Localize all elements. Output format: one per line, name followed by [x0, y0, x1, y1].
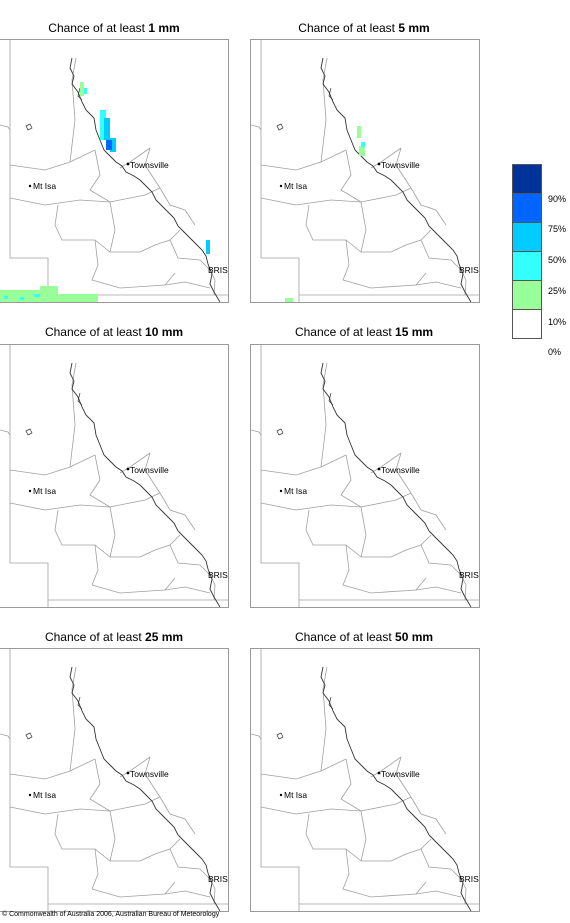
- legend-label-75: 75%: [548, 224, 567, 234]
- place-label-townsville: Townsville: [381, 160, 420, 170]
- place-label-mt-isa: Mt Isa: [284, 181, 307, 191]
- rainfall-probability-area: [110, 138, 116, 152]
- place-label-bris: BRIS: [459, 265, 479, 275]
- map-panel-15mm: Townsville Mt Isa BRIS: [250, 344, 480, 608]
- queensland-map: Townsville Mt Isa BRIS: [251, 40, 479, 302]
- place-label-townsville: Townsville: [381, 769, 420, 779]
- panel-title-10mm: Chance of at least 10 mm: [44, 325, 184, 339]
- panel-title-15mm: Chance of at least 15 mm: [294, 325, 434, 339]
- legend-swatch-25: [512, 251, 542, 281]
- panel-title-5mm: Chance of at least 5 mm: [298, 21, 430, 35]
- map-panel-25mm: Townsville Mt Isa BRIS: [0, 648, 229, 912]
- rainfall-probability-area: [361, 142, 365, 147]
- map-panel-10mm: Townsville Mt Isa BRIS: [0, 344, 229, 608]
- legend-swatch-90: [512, 164, 542, 194]
- place-label-townsville: Townsville: [381, 465, 420, 475]
- legend-label-25: 25%: [548, 286, 567, 296]
- place-label-mt-isa: Mt Isa: [33, 486, 56, 496]
- map-panel-5mm: Townsville Mt Isa BRIS: [250, 39, 480, 303]
- panel-title-50mm: Chance of at least 50 mm: [294, 630, 434, 644]
- rainfall-probability-area: [0, 290, 40, 302]
- rainfall-probability-area: [58, 294, 98, 302]
- panel-title-1mm: Chance of at least 1 mm: [48, 21, 180, 35]
- rainfall-probability-area: [359, 146, 365, 156]
- place-label-mt-isa: Mt Isa: [284, 486, 307, 496]
- rainfall-probability-area: [206, 240, 210, 254]
- legend-label-10: 10%: [548, 317, 567, 327]
- queensland-map: Townsville Mt Isa BRIS: [0, 649, 228, 911]
- legend-label-90: 90%: [548, 194, 567, 204]
- rainfall-probability-area: [100, 110, 106, 140]
- queensland-map: Townsville Mt Isa BRIS: [0, 40, 228, 302]
- place-label-bris: BRIS: [208, 874, 228, 884]
- place-label-mt-isa: Mt Isa: [284, 790, 307, 800]
- rainfall-probability-area: [34, 294, 40, 297]
- rainfall-probability-area: [84, 88, 87, 94]
- legend-swatch-0: [512, 309, 542, 339]
- rainfall-probability-area: [80, 82, 84, 96]
- rainfall-probability-area: [285, 298, 293, 302]
- legend-label-0: 0%: [548, 347, 562, 357]
- queensland-map: Townsville Mt Isa BRIS: [0, 345, 228, 607]
- place-label-bris: BRIS: [459, 874, 479, 884]
- rainfall-probability-area: [4, 296, 8, 299]
- place-label-townsville: Townsville: [130, 160, 169, 170]
- place-label-townsville: Townsville: [130, 465, 169, 475]
- rainfall-probability-area: [20, 297, 24, 300]
- place-label-townsville: Townsville: [130, 769, 169, 779]
- legend-label-50: 50%: [548, 255, 567, 265]
- probability-legend: [512, 164, 542, 339]
- place-label-bris: BRIS: [459, 570, 479, 580]
- legend-swatch-75: [512, 193, 542, 223]
- copyright-notice: © Commonwealth of Australia 2006, Austra…: [2, 911, 220, 918]
- rainfall-probability-area: [106, 140, 112, 150]
- map-panel-1mm: Townsville Mt Isa BRIS: [0, 39, 229, 303]
- rainfall-probability-area: [40, 286, 58, 302]
- place-label-bris: BRIS: [208, 265, 228, 275]
- rainfall-probability-area: [357, 126, 361, 138]
- map-panel-50mm: Townsville Mt Isa BRIS: [250, 648, 480, 912]
- place-label-mt-isa: Mt Isa: [33, 181, 56, 191]
- place-label-mt-isa: Mt Isa: [33, 790, 56, 800]
- legend-swatch-50: [512, 222, 542, 252]
- rainfall-probability-area: [104, 118, 110, 140]
- queensland-map: Townsville Mt Isa BRIS: [251, 345, 479, 607]
- queensland-map: Townsville Mt Isa BRIS: [251, 649, 479, 911]
- place-label-bris: BRIS: [208, 570, 228, 580]
- legend-swatch-10: [512, 280, 542, 310]
- panel-title-25mm: Chance of at least 25 mm: [44, 630, 184, 644]
